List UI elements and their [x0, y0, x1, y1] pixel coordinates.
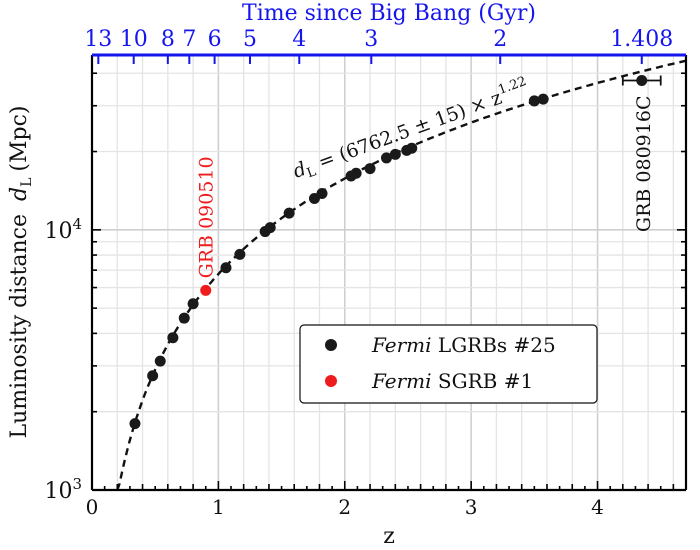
- top-axis-tick-label: 10: [120, 27, 148, 52]
- legend-box: [299, 324, 598, 404]
- data-point-lgrb: [178, 312, 190, 324]
- top-axis-label: Time since Big Bang (Gyr): [242, 1, 536, 26]
- data-points: [129, 75, 662, 430]
- data-point-lgrb: [187, 298, 199, 310]
- data-point-lgrb: [528, 95, 540, 107]
- x-tick-label: 2: [338, 495, 351, 519]
- data-point-lgrb: [636, 75, 648, 87]
- axes: [90, 53, 688, 492]
- data-point-lgrb: [167, 332, 179, 344]
- data-point-lgrb: [380, 152, 392, 164]
- y-axis-label-symbol: d: [7, 187, 32, 201]
- top-axis-tick-label: 5: [243, 27, 257, 52]
- legend-entry-lgrb-name: LGRBs #25: [438, 333, 556, 357]
- top-axis-tick-label: 13: [84, 27, 112, 52]
- data-point-lgrb: [234, 248, 246, 260]
- legend-marker-sgrb: [325, 375, 337, 387]
- data-point-lgrb: [406, 142, 418, 154]
- data-point-lgrb: [350, 167, 362, 179]
- data-point-lgrb: [129, 418, 141, 430]
- data-point-lgrb: [364, 163, 376, 175]
- top-axis-tick-label: 1.408: [610, 27, 673, 52]
- top-axis-tick-label: 3: [364, 27, 378, 52]
- legend: Fermi LGRBs #25 Fermi SGRB #1: [299, 324, 598, 404]
- x-axis-label: z: [383, 524, 395, 549]
- data-point-lgrb: [389, 148, 401, 160]
- x-tick-label: 1: [212, 495, 225, 519]
- data-point-lgrb: [316, 187, 328, 199]
- top-axis-tick-label: 7: [182, 27, 196, 52]
- y-tick-label: 104: [44, 215, 82, 244]
- data-point-lgrb: [264, 222, 276, 234]
- legend-marker-lgrb: [325, 339, 337, 351]
- top-axis-tick-label: 2: [493, 27, 507, 52]
- y-tick-label: 103: [44, 475, 82, 504]
- x-tick-label: 0: [86, 495, 99, 519]
- data-point-lgrb: [154, 355, 166, 367]
- grid-lines: [92, 55, 686, 490]
- fit-formula-exp: 1.22: [496, 74, 528, 98]
- y-axis-label-sub: L: [19, 178, 35, 187]
- annotation-grb-080916c: GRB 080916C: [633, 96, 655, 233]
- y-axis-label-unit: (Mpc): [7, 105, 32, 171]
- y-axis-label-main: Luminosity distance: [7, 214, 32, 439]
- legend-entry-sgrb-prefix: Fermi: [371, 369, 432, 393]
- annotations: GRB 090510 GRB 080916C: [196, 96, 655, 279]
- x-tick-label: 4: [591, 495, 604, 519]
- data-point-lgrb: [220, 262, 232, 274]
- legend-entry-sgrb: Fermi SGRB #1: [371, 369, 533, 393]
- y-axis-label: Luminosity distance dL (Mpc): [7, 105, 35, 438]
- data-point-lgrb: [147, 370, 159, 382]
- top-axis-tick-label: 4: [292, 27, 306, 52]
- top-axis-tick-label: 8: [161, 27, 175, 52]
- tick-labels: 0 1 2 3 4 103 104 13 10 8 7 6 5 4 3 2 1.408: [44, 27, 673, 519]
- top-axis-tick-label: 6: [208, 27, 222, 52]
- fit-formula-rhs: = (6762.5 ± 15) × z: [310, 87, 505, 176]
- annotation-grb-090510: GRB 090510: [196, 156, 218, 278]
- data-point-sgrb: [200, 284, 212, 296]
- legend-entry-lgrb: Fermi LGRBs #25: [371, 333, 556, 357]
- data-point-lgrb: [283, 207, 295, 219]
- x-tick-label: 3: [465, 495, 478, 519]
- fit-curve: [116, 59, 687, 491]
- legend-entry-sgrb-name: SGRB #1: [438, 369, 533, 393]
- data-point-lgrb: [537, 93, 549, 105]
- legend-entry-lgrb-prefix: Fermi: [371, 333, 432, 357]
